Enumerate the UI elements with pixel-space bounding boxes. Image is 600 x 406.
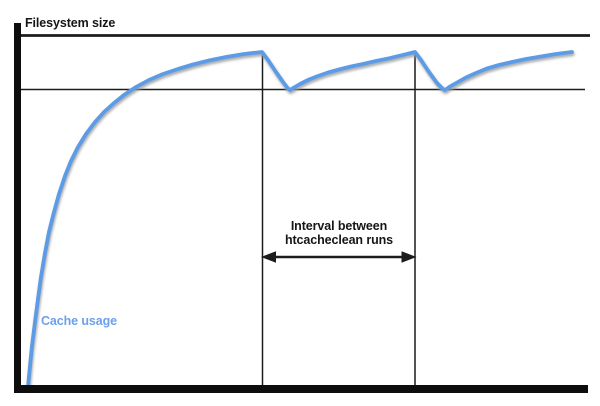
filesystem-size-label: Filesystem size xyxy=(25,16,116,30)
cache-usage-curve xyxy=(26,50,574,389)
y-axis-bar xyxy=(14,23,21,393)
interval-label-line2: htcacheclean runs xyxy=(284,232,394,247)
interval-label: Interval between htcacheclean runs xyxy=(262,219,416,247)
interval-label-line1: Interval between xyxy=(290,219,388,233)
interval-arrow-left-head xyxy=(261,251,276,263)
cache-usage-label: Cache usage xyxy=(41,314,118,328)
x-axis-bar xyxy=(14,385,588,393)
interval-arrow-right-head xyxy=(401,251,417,263)
